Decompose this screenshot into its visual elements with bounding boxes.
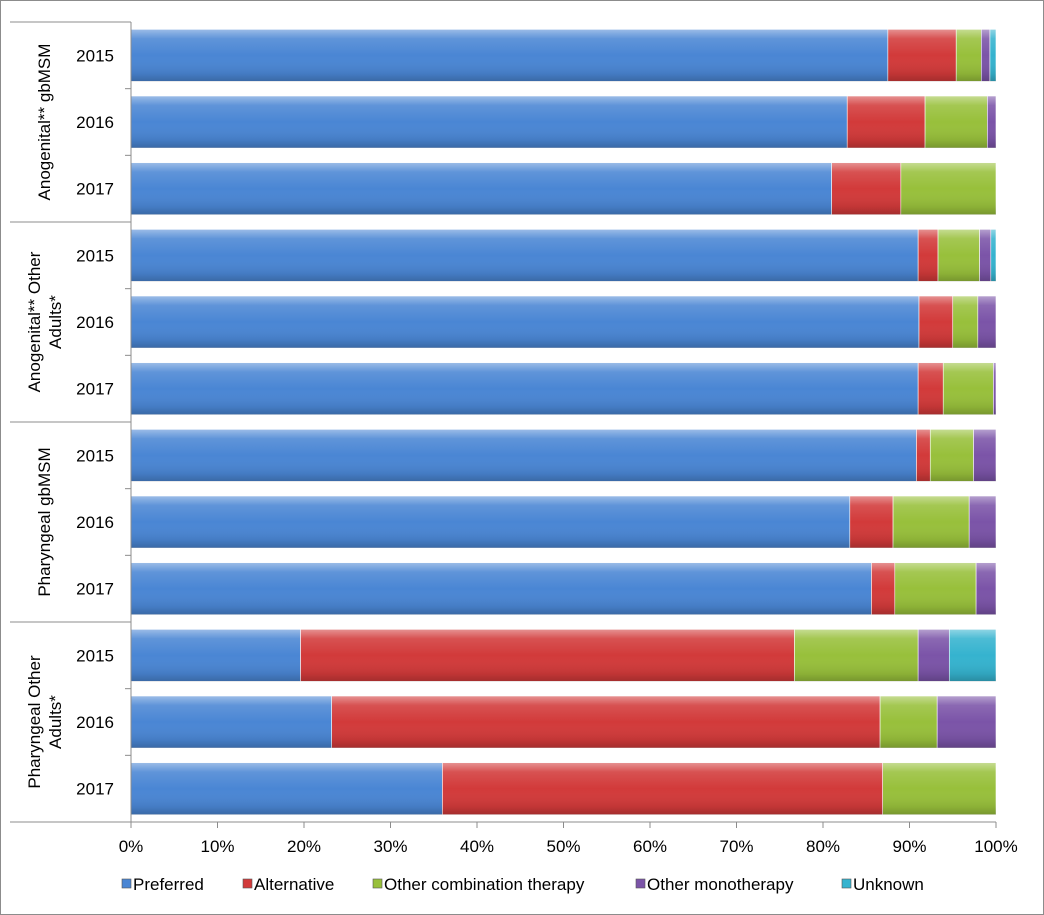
bar-alternative-group4-2015 — [300, 629, 795, 682]
bar-preferred-group2-2017 — [130, 362, 919, 415]
year-tick-label: 2017 — [76, 580, 114, 599]
group-label-line: Adults* — [46, 695, 65, 749]
bar-other-combination-therapy-group2-2016 — [952, 295, 979, 349]
legend-swatch-unknown — [841, 878, 852, 889]
bar-other-combination-therapy-group1-2017 — [900, 162, 997, 215]
bar-alternative-group4-2016 — [331, 695, 881, 749]
bar-other-combination-therapy-group4-2016 — [879, 695, 938, 749]
group-label-line: Pharyngeal gbMSM — [35, 447, 54, 596]
group-label: Pharyngeal Other Adults* — [25, 655, 65, 789]
bar-preferred-group2-2015 — [130, 229, 919, 282]
bar-alternative-group2-2017 — [917, 362, 944, 415]
year-tick-label: 2016 — [76, 513, 114, 532]
bar-preferred-group3-2015 — [130, 429, 917, 482]
group-label-line: Anogenital** Other — [25, 251, 44, 392]
axes-layer — [10, 21, 997, 828]
bar-preferred-group1-2016 — [130, 95, 848, 149]
x-tick-label: 10% — [200, 837, 234, 856]
bar-other-combination-therapy-group3-2015 — [929, 429, 974, 482]
bar-alternative-group1-2016 — [846, 95, 926, 149]
x-tick-label: 30% — [373, 837, 407, 856]
year-tick-label: 2017 — [76, 780, 114, 799]
bar-other-monotherapy-group1-2015 — [980, 29, 991, 82]
bar-alternative-group4-2017 — [442, 762, 883, 815]
bar-other-monotherapy-group2-2017 — [993, 362, 997, 415]
bar-other-monotherapy-group3-2017 — [975, 562, 997, 615]
legend-swatch-preferred — [121, 878, 132, 889]
bar-other-combination-therapy-group3-2016 — [892, 495, 970, 549]
bar-preferred-group4-2015 — [130, 629, 301, 682]
x-tick-label: 80% — [806, 837, 840, 856]
year-tick-label: 2015 — [76, 646, 114, 665]
year-tick-label: 2016 — [76, 713, 114, 732]
year-tick-label: 2017 — [76, 180, 114, 199]
year-tick-label: 2015 — [76, 446, 114, 465]
bars-layer — [130, 29, 997, 815]
bar-alternative-group3-2015 — [916, 429, 931, 482]
bar-other-monotherapy-group3-2015 — [973, 429, 997, 482]
bar-preferred-group1-2017 — [130, 162, 832, 215]
x-tick-label: 100% — [974, 837, 1017, 856]
year-tick-label: 2015 — [76, 246, 114, 265]
group-label: Anogenital** Other Adults* — [25, 251, 65, 392]
year-tick-label: 2016 — [76, 313, 114, 332]
bar-alternative-group2-2015 — [917, 229, 939, 282]
legend-label-preferred: Preferred — [133, 875, 204, 894]
bar-alternative-group2-2016 — [918, 295, 954, 349]
bar-other-monotherapy-group2-2015 — [979, 229, 992, 282]
legend-swatch-other-combination-therapy — [372, 878, 383, 889]
x-tick-label: 50% — [546, 837, 580, 856]
group-label-line: Anogenital** gbMSM — [35, 44, 54, 201]
bar-other-combination-therapy-group1-2015 — [955, 29, 982, 82]
bar-preferred-group1-2015 — [130, 29, 889, 82]
bar-preferred-group2-2016 — [130, 295, 920, 349]
bar-other-combination-therapy-group4-2017 — [882, 762, 997, 815]
year-tick-label: 2017 — [76, 380, 114, 399]
x-tick-label: 0% — [119, 837, 144, 856]
bar-unknown-group1-2015 — [989, 29, 997, 82]
legend-swatch-other-monotherapy — [635, 878, 646, 889]
bar-other-monotherapy-group4-2015 — [917, 629, 950, 682]
bar-other-combination-therapy-group3-2017 — [894, 562, 977, 615]
bar-unknown-group2-2015 — [990, 229, 997, 282]
bar-other-monotherapy-group1-2016 — [987, 95, 997, 149]
x-tick-label: 20% — [287, 837, 321, 856]
bar-alternative-group3-2016 — [849, 495, 894, 549]
bar-preferred-group3-2016 — [130, 495, 851, 549]
bar-preferred-group4-2017 — [130, 762, 443, 815]
legend-label-other-combination-therapy: Other combination therapy — [384, 875, 585, 894]
group-label-line: Adults* — [46, 295, 65, 349]
legend-label-alternative: Alternative — [254, 875, 334, 894]
legend-label-other-monotherapy: Other monotherapy — [647, 875, 794, 894]
bar-other-combination-therapy-group2-2015 — [937, 229, 980, 282]
bar-other-monotherapy-group3-2016 — [968, 495, 997, 549]
bar-unknown-group4-2015 — [948, 629, 997, 682]
bar-preferred-group4-2016 — [130, 695, 332, 749]
legend: Preferred Alternative Other combination th… — [121, 875, 924, 894]
legend-swatch-alternative — [242, 878, 253, 889]
year-tick-label: 2015 — [76, 46, 114, 65]
bar-other-monotherapy-group4-2016 — [936, 695, 997, 749]
group-label: Pharyngeal gbMSM — [35, 447, 54, 596]
bar-other-combination-therapy-group4-2015 — [794, 629, 919, 682]
bar-alternative-group1-2017 — [831, 162, 902, 215]
year-tick-label: 2016 — [76, 113, 114, 132]
x-tick-label: 70% — [719, 837, 753, 856]
x-tick-label: 60% — [633, 837, 667, 856]
x-tick-label: 40% — [460, 837, 494, 856]
group-label: Anogenital** gbMSM — [35, 44, 54, 201]
bar-other-combination-therapy-group2-2017 — [942, 362, 994, 415]
group-label-line: Pharyngeal Other — [25, 655, 44, 789]
x-tick-label: 90% — [892, 837, 926, 856]
bar-alternative-group1-2015 — [887, 29, 957, 82]
bar-other-combination-therapy-group1-2016 — [924, 95, 988, 149]
bar-alternative-group3-2017 — [871, 562, 896, 615]
bar-other-monotherapy-group2-2016 — [977, 295, 997, 349]
labels-layer: 2015 2016 2017 2015 2016 2017 2015 2016 2017 2015… — [25, 44, 1018, 856]
legend-label-unknown: Unknown — [853, 875, 924, 894]
bar-preferred-group3-2017 — [130, 562, 872, 615]
